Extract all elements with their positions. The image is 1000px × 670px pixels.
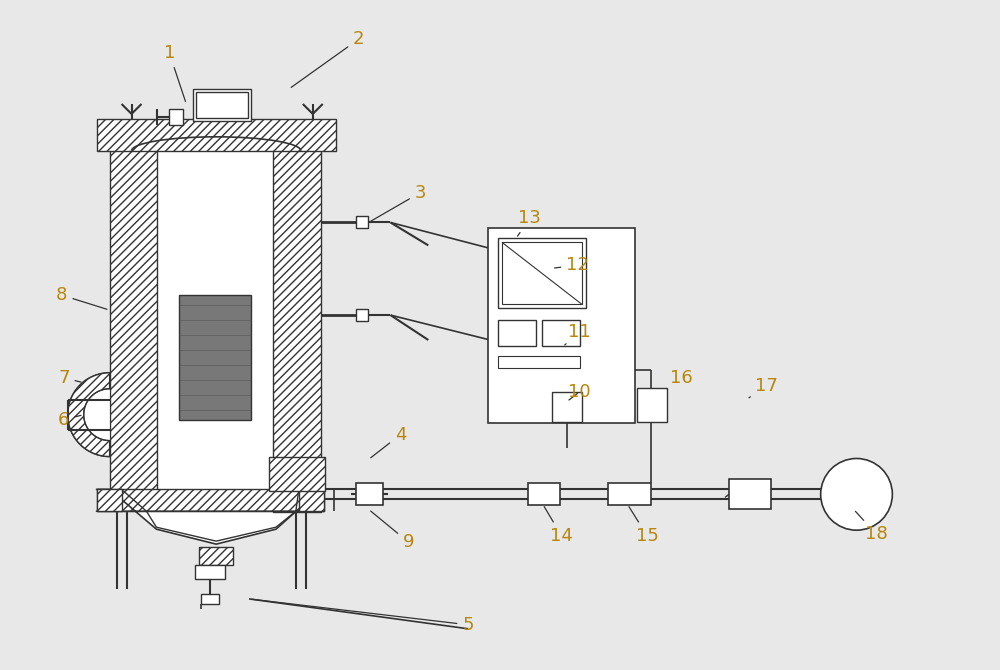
Polygon shape	[68, 373, 110, 456]
Bar	[729, 480, 771, 509]
Bar	[356, 483, 383, 505]
Bar	[502, 243, 582, 304]
Bar	[552, 392, 582, 421]
Text: 13: 13	[518, 210, 541, 236]
Text: 17: 17	[749, 377, 778, 398]
Text: 4: 4	[371, 425, 406, 458]
Bar	[608, 483, 651, 505]
Bar	[299, 489, 324, 511]
Text: 8: 8	[56, 286, 107, 310]
Bar	[269, 458, 325, 491]
Text: 3: 3	[371, 184, 426, 221]
Text: 6: 6	[58, 411, 81, 429]
Text: 15: 15	[629, 507, 659, 545]
Bar	[169, 109, 183, 125]
Bar	[179, 295, 251, 419]
Text: 2: 2	[291, 30, 364, 87]
Bar	[97, 119, 336, 151]
Text: 7: 7	[58, 369, 81, 387]
Circle shape	[821, 458, 892, 530]
Bar	[110, 149, 157, 505]
Text: 14: 14	[544, 507, 573, 545]
Bar	[201, 594, 219, 604]
Bar	[193, 89, 251, 121]
Bar	[498, 239, 586, 308]
Text: 11: 11	[565, 323, 591, 345]
Bar	[157, 149, 273, 505]
Polygon shape	[97, 489, 324, 544]
Bar	[498, 320, 536, 346]
Bar	[356, 309, 368, 321]
Bar	[97, 489, 324, 511]
Text: 12: 12	[555, 257, 589, 274]
Bar	[199, 547, 233, 565]
Bar	[196, 92, 248, 118]
Bar	[498, 356, 580, 368]
Bar	[637, 388, 667, 421]
Bar	[488, 228, 635, 423]
Bar	[356, 216, 368, 228]
Text: 1: 1	[164, 44, 185, 101]
Text: 5: 5	[252, 599, 474, 634]
Bar	[528, 483, 560, 505]
Bar	[97, 489, 122, 511]
Text: 16: 16	[667, 369, 693, 390]
Text: 9: 9	[371, 511, 414, 551]
Polygon shape	[68, 373, 110, 456]
Bar	[542, 320, 580, 346]
Bar	[273, 149, 321, 513]
Text: 18: 18	[855, 511, 888, 543]
Text: 10: 10	[568, 383, 591, 401]
Bar	[195, 565, 225, 579]
